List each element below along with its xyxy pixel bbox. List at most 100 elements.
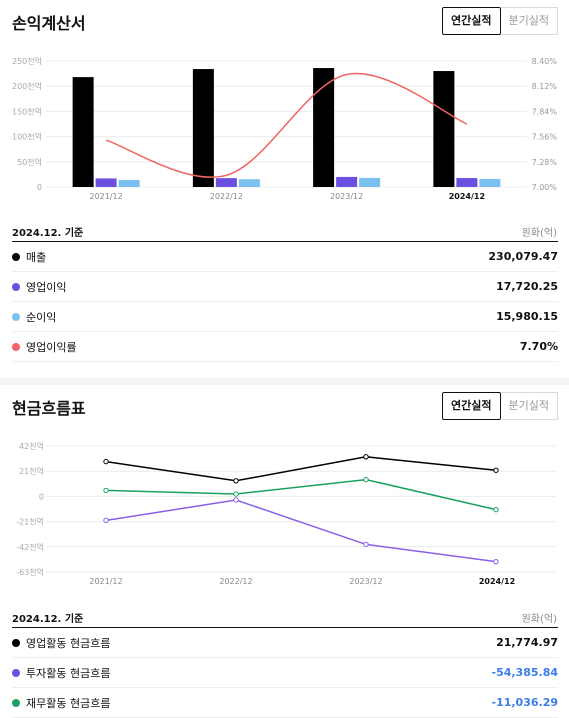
income-statement-section: 손익계산서 연간실적 분기실적 250천억 200천억 150천억 100천억 50천억… bbox=[0, 7, 569, 362]
income-row-label-text: 매출 bbox=[26, 250, 47, 264]
cashflow-title: 현금흐름표 bbox=[12, 399, 86, 418]
data-point bbox=[103, 517, 109, 524]
data-point bbox=[493, 467, 499, 473]
cashflow-period-toggle: 연간실적 분기실적 bbox=[442, 392, 558, 420]
income-row-label: 영업이익 bbox=[12, 279, 66, 295]
income-row: 영업이익률 7.70% bbox=[12, 332, 558, 362]
bar bbox=[118, 179, 140, 187]
data-point bbox=[233, 491, 239, 497]
series-line bbox=[105, 478, 497, 511]
cashflow-row-value: -11,036.29 bbox=[491, 696, 559, 709]
income-row-value: 7.70% bbox=[519, 340, 558, 353]
y-tick-label: 42천억 bbox=[19, 441, 44, 451]
income-row-value: 15,980.15 bbox=[496, 310, 558, 323]
bar bbox=[433, 71, 455, 187]
data-point bbox=[363, 541, 369, 548]
income-annual-button[interactable]: 연간실적 bbox=[442, 7, 501, 35]
y-tick-label: 21천억 bbox=[19, 466, 44, 476]
bar bbox=[479, 178, 501, 187]
bar bbox=[215, 178, 237, 187]
cashflow-row-label-text: 재무활동 현금흐름 bbox=[26, 696, 111, 710]
cashflow-basis-date: 2024.12. 기준 bbox=[12, 614, 84, 625]
x-tick-label: 2024/12 bbox=[449, 192, 485, 201]
bar bbox=[313, 68, 335, 187]
bar bbox=[192, 69, 214, 187]
cashflow-row: 투자활동 현금흐름 -54,385.84 bbox=[12, 658, 558, 688]
series-line bbox=[105, 499, 497, 563]
cashflow-annual-button[interactable]: 연간실적 bbox=[442, 392, 501, 420]
income-period-toggle: 연간실적 분기실적 bbox=[442, 7, 558, 35]
data-point bbox=[493, 506, 499, 513]
income-chart-svg: 250천억 200천억 150천억 100천억 50천억 0 8.40% 8.12% 7.84%… bbox=[12, 56, 558, 201]
cashflow-unit: 원화(억) bbox=[521, 614, 557, 625]
y-tick-label: 200천억 bbox=[12, 81, 42, 91]
income-row-label-text: 순이익 bbox=[26, 310, 57, 324]
income-table: 매출 230,079.47 영업이익 17,720.25 순이익 15,980.15 영업이… bbox=[12, 242, 558, 362]
legend-dot-icon bbox=[12, 638, 20, 647]
income-row-value: 230,079.47 bbox=[488, 250, 558, 263]
x-tick-label: 2021/12 bbox=[90, 192, 123, 201]
y-tick-label: -63천억 bbox=[16, 567, 44, 577]
x-tick-label: 2024/12 bbox=[479, 577, 515, 586]
data-point bbox=[233, 478, 239, 484]
y2-tick-label: 8.12% bbox=[532, 82, 558, 91]
bar bbox=[72, 77, 94, 187]
income-row: 매출 230,079.47 bbox=[12, 242, 558, 272]
bar bbox=[95, 178, 117, 187]
income-basis-date: 2024.12. 기준 bbox=[12, 228, 84, 239]
cashflow-row: 재무활동 현금흐름 -11,036.29 bbox=[12, 688, 558, 718]
cashflow-row-label: 영업활동 현금흐름 bbox=[12, 635, 110, 651]
cashflow-chart-svg: 42천억 21천억 0 -21천억 -42천억 -63천억 2021/12 2022/12 20… bbox=[16, 441, 556, 586]
legend-dot-icon bbox=[12, 312, 20, 321]
cashflow-quarterly-button[interactable]: 분기실적 bbox=[500, 392, 558, 420]
legend-dot-icon bbox=[12, 282, 20, 291]
data-point bbox=[363, 454, 369, 460]
legend-dot-icon bbox=[12, 698, 20, 707]
cashflow-row: 영업활동 현금흐름 21,774.97 bbox=[12, 628, 558, 658]
x-tick-label: 2023/12 bbox=[330, 192, 363, 201]
data-point bbox=[103, 458, 109, 465]
y2-tick-label: 7.28% bbox=[532, 158, 558, 167]
legend-dot-icon bbox=[12, 252, 20, 261]
bar bbox=[238, 179, 260, 187]
bar bbox=[359, 177, 381, 187]
income-row-label-text: 영업이익 bbox=[26, 280, 67, 294]
income-row-label: 순이익 bbox=[12, 309, 56, 325]
cashflow-row-value: -54,385.84 bbox=[491, 666, 559, 679]
y-tick-label: 0 bbox=[37, 183, 42, 192]
y2-tick-label: 7.84% bbox=[532, 107, 558, 116]
y-tick-label: 100천억 bbox=[12, 132, 42, 142]
cashflow-row-label: 투자활동 현금흐름 bbox=[12, 665, 110, 681]
y-tick-label: -21천억 bbox=[16, 517, 44, 527]
income-quarterly-button[interactable]: 분기실적 bbox=[500, 7, 558, 35]
legend-dot-icon bbox=[12, 668, 20, 677]
income-row: 영업이익 17,720.25 bbox=[12, 272, 558, 302]
data-point bbox=[363, 476, 369, 483]
y-tick-label: -42천억 bbox=[16, 542, 44, 552]
income-unit: 원화(억) bbox=[521, 228, 557, 239]
cashflow-table-rule bbox=[12, 627, 558, 628]
y-tick-label: 250천억 bbox=[12, 56, 42, 66]
x-tick-label: 2022/12 bbox=[210, 192, 243, 201]
cashflow-chart: 42천억 21천억 0 -21천억 -42천억 -63천억 2021/12 2022/12 20… bbox=[0, 435, 569, 595]
cashflow-table: 영업활동 현금흐름 21,774.97 투자활동 현금흐름 -54,385.84 재무활… bbox=[12, 628, 558, 718]
x-tick-label: 2023/12 bbox=[349, 577, 382, 586]
income-table-rule bbox=[12, 241, 558, 242]
series-line bbox=[105, 456, 497, 482]
series-line bbox=[105, 72, 468, 178]
cashflow-row-label: 재무활동 현금흐름 bbox=[12, 695, 110, 711]
bar bbox=[456, 178, 478, 187]
income-row-label: 영업이익률 bbox=[12, 339, 77, 355]
data-point bbox=[103, 487, 109, 494]
y2-tick-label: 8.40% bbox=[532, 57, 558, 66]
y2-tick-label: 7.56% bbox=[532, 133, 558, 142]
legend-dot-icon bbox=[12, 342, 20, 351]
x-tick-label: 2022/12 bbox=[219, 577, 252, 586]
income-row-value: 17,720.25 bbox=[496, 280, 558, 293]
x-tick-label: 2021/12 bbox=[89, 577, 122, 586]
income-chart: 250천억 200천억 150천억 100천억 50천억 0 8.40% 8.12% 7.84%… bbox=[0, 50, 569, 210]
data-point bbox=[493, 558, 499, 565]
y-tick-label: 0 bbox=[39, 492, 44, 501]
cashflow-row-label-text: 투자활동 현금흐름 bbox=[26, 666, 111, 680]
data-point bbox=[233, 497, 239, 503]
